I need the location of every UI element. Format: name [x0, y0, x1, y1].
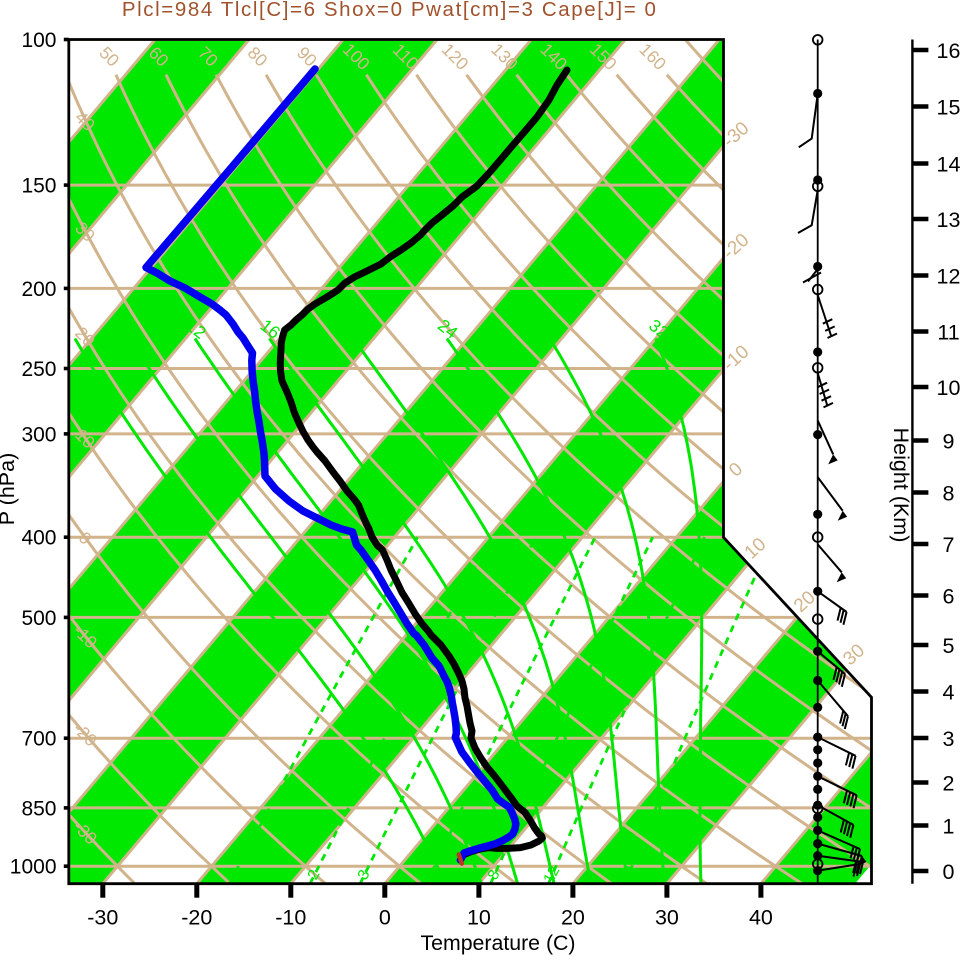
- svg-text:9: 9: [943, 430, 955, 454]
- svg-text:100: 100: [21, 29, 56, 52]
- svg-text:1: 1: [943, 815, 955, 839]
- svg-text:250: 250: [21, 358, 56, 381]
- svg-text:Plcl=984 Tlcl[C]=6 Shox=0 Pwat: Plcl=984 Tlcl[C]=6 Shox=0 Pwat[cm]=3 Cap…: [122, 0, 658, 21]
- svg-text:-10: -10: [275, 906, 306, 930]
- svg-text:P (hPa): P (hPa): [0, 453, 19, 526]
- svg-text:7: 7: [943, 533, 955, 557]
- svg-text:Height (Km): Height (Km): [889, 428, 913, 543]
- svg-text:13: 13: [937, 208, 961, 232]
- svg-text:150: 150: [21, 175, 56, 198]
- svg-text:3: 3: [943, 727, 955, 751]
- svg-text:10: 10: [937, 376, 961, 400]
- svg-text:5: 5: [943, 634, 955, 658]
- svg-text:-20: -20: [181, 906, 212, 930]
- svg-text:12: 12: [540, 863, 563, 886]
- svg-text:11: 11: [937, 321, 959, 345]
- svg-text:10: 10: [467, 906, 491, 930]
- svg-text:20: 20: [561, 906, 585, 930]
- svg-text:0: 0: [379, 906, 391, 930]
- svg-text:20: 20: [617, 863, 640, 887]
- svg-text:850: 850: [21, 797, 56, 820]
- svg-text:12: 12: [937, 265, 961, 289]
- svg-text:30: 30: [655, 906, 679, 930]
- svg-text:400: 400: [21, 527, 56, 550]
- svg-text:6: 6: [943, 585, 955, 609]
- svg-text:200: 200: [21, 278, 56, 301]
- svg-text:4: 4: [943, 681, 955, 705]
- svg-text:300: 300: [21, 423, 56, 446]
- svg-text:0: 0: [943, 860, 955, 884]
- svg-text:8: 8: [943, 482, 955, 506]
- svg-text:16: 16: [937, 39, 961, 63]
- svg-text:14: 14: [937, 153, 961, 177]
- svg-text:40: 40: [749, 906, 773, 930]
- svg-text:-30: -30: [87, 906, 118, 930]
- svg-text:Temperature (C): Temperature (C): [420, 931, 575, 955]
- svg-text:500: 500: [21, 607, 56, 630]
- svg-text:700: 700: [21, 728, 56, 751]
- svg-text:2: 2: [943, 772, 955, 796]
- svg-text:1000: 1000: [10, 856, 57, 879]
- svg-text:15: 15: [937, 96, 961, 120]
